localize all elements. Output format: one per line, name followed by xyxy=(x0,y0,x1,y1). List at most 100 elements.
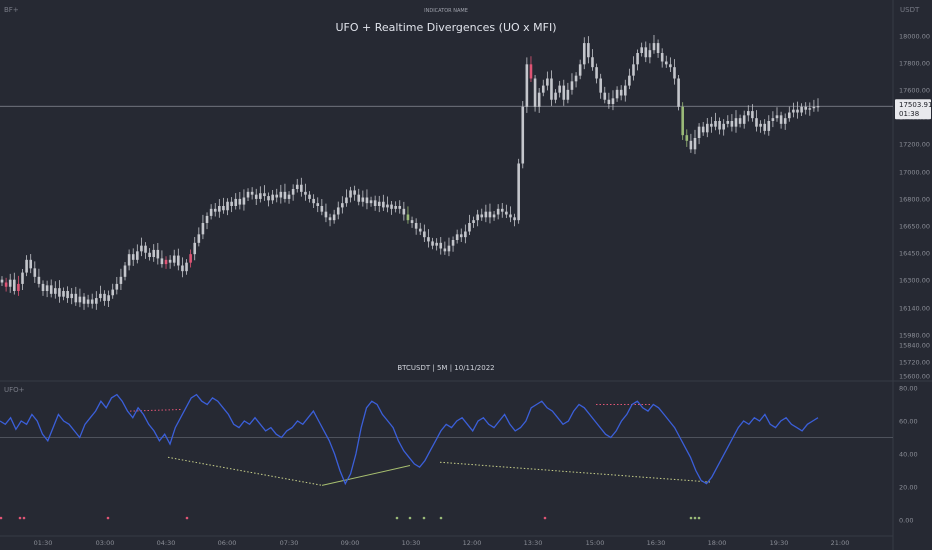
time-axis: 01:30 03:00 04:30 06:00 07:30 09:00 10:30 12:00… xyxy=(34,539,850,547)
last-price-tag: 17503.91 01:38 xyxy=(895,99,932,120)
candle-body xyxy=(779,115,783,124)
candle-body xyxy=(578,64,582,76)
candle-body xyxy=(144,245,147,253)
candle-body xyxy=(324,211,328,218)
candle-body xyxy=(623,85,627,96)
corner-tag: BF+ xyxy=(4,6,19,14)
candle-body xyxy=(669,64,672,68)
candle-body xyxy=(714,121,717,127)
candle-body xyxy=(439,242,443,249)
candle-body xyxy=(99,293,102,299)
candle-body xyxy=(550,78,553,100)
candle-body xyxy=(78,296,82,303)
candle-body xyxy=(254,194,258,199)
price-tick-label: 18000.00 xyxy=(899,33,930,41)
last-price-tag-bg xyxy=(895,99,931,120)
candle-body xyxy=(226,201,229,211)
divergence-line xyxy=(321,465,411,486)
candle-body xyxy=(808,108,812,110)
candle-body xyxy=(300,184,303,192)
candle-body xyxy=(537,92,541,107)
candle-body xyxy=(402,208,406,215)
divergence-lines xyxy=(129,404,711,486)
ufo-tick-label: 0.00 xyxy=(899,517,913,525)
candle-body xyxy=(193,242,197,255)
candle-body xyxy=(140,245,143,252)
ufo-series-line xyxy=(0,393,819,486)
ufo-tick-label: 20.00 xyxy=(899,484,918,492)
candle-body xyxy=(119,276,123,284)
candle-body xyxy=(619,89,623,96)
ufo-tick-label: 60.00 xyxy=(899,418,918,426)
divergence-line xyxy=(439,461,711,483)
price-tick-label: 17600.00 xyxy=(899,87,930,95)
candle-body xyxy=(131,254,135,260)
candle-body xyxy=(332,214,336,221)
candle-body xyxy=(312,198,315,204)
candle-body xyxy=(705,123,709,133)
price-tick-label: 16140.00 xyxy=(899,305,930,313)
candle-body xyxy=(751,111,754,119)
candle-body xyxy=(496,208,500,215)
candle-body xyxy=(554,92,557,100)
ufo-tick-label: 80.00 xyxy=(899,385,918,393)
candle-body xyxy=(304,191,307,195)
candle-body xyxy=(435,242,438,246)
candle-body xyxy=(353,190,356,195)
candle-body xyxy=(136,251,139,260)
candle-body xyxy=(546,78,549,86)
divergence-line xyxy=(129,408,183,412)
candle-body xyxy=(738,118,742,124)
signal-marker xyxy=(422,516,426,520)
candle-body xyxy=(205,215,209,223)
price-tick-label: 16450.00 xyxy=(899,250,930,258)
candle-body xyxy=(394,206,397,209)
candle-body xyxy=(45,285,49,291)
candle-body xyxy=(513,217,516,221)
candle-body xyxy=(804,106,807,110)
ufo-axis: 80.00 60.00 40.00 20.00 0.00 xyxy=(899,385,918,525)
time-tick-label: 01:30 xyxy=(34,539,53,547)
candle-body xyxy=(349,190,352,198)
candle-body xyxy=(800,106,803,113)
candle-body xyxy=(406,214,410,221)
candle-body xyxy=(316,203,320,206)
candle-body xyxy=(320,206,324,212)
signal-marker xyxy=(408,516,412,520)
candle-body xyxy=(423,231,426,238)
candle-body xyxy=(689,140,693,150)
candle-body xyxy=(365,197,369,204)
candle-body xyxy=(673,67,676,79)
candle-body xyxy=(386,204,389,208)
candle-body xyxy=(701,126,705,133)
candle-body xyxy=(283,191,287,199)
indicator-name-label: INDICATOR NAME xyxy=(424,8,468,14)
candle-body xyxy=(607,99,611,104)
candle-body xyxy=(730,121,734,127)
time-tick-label: 13:30 xyxy=(524,539,543,547)
candle-body xyxy=(209,208,213,216)
signal-marker xyxy=(106,516,110,520)
time-tick-label: 04:30 xyxy=(157,539,176,547)
candle-body xyxy=(574,75,578,82)
candle-body xyxy=(652,43,656,51)
candle-body xyxy=(382,201,385,208)
time-tick-label: 16:30 xyxy=(647,539,666,547)
signal-marker xyxy=(0,516,3,520)
candle-body xyxy=(488,211,492,218)
candle-body xyxy=(505,211,508,215)
candle-body xyxy=(37,276,41,284)
time-tick-label: 03:00 xyxy=(96,539,115,547)
candle-body xyxy=(177,255,180,266)
candle-body xyxy=(295,184,299,189)
candle-body xyxy=(222,206,225,211)
candle-body xyxy=(599,78,602,93)
signal-marker xyxy=(185,516,189,520)
candle-body xyxy=(611,98,615,104)
candle-body xyxy=(230,201,233,206)
candle-body xyxy=(17,283,20,291)
candle-body xyxy=(103,293,106,301)
time-tick-label: 21:00 xyxy=(831,539,850,547)
price-tick-label: 15980.00 xyxy=(899,332,930,340)
candle-body xyxy=(0,279,4,283)
